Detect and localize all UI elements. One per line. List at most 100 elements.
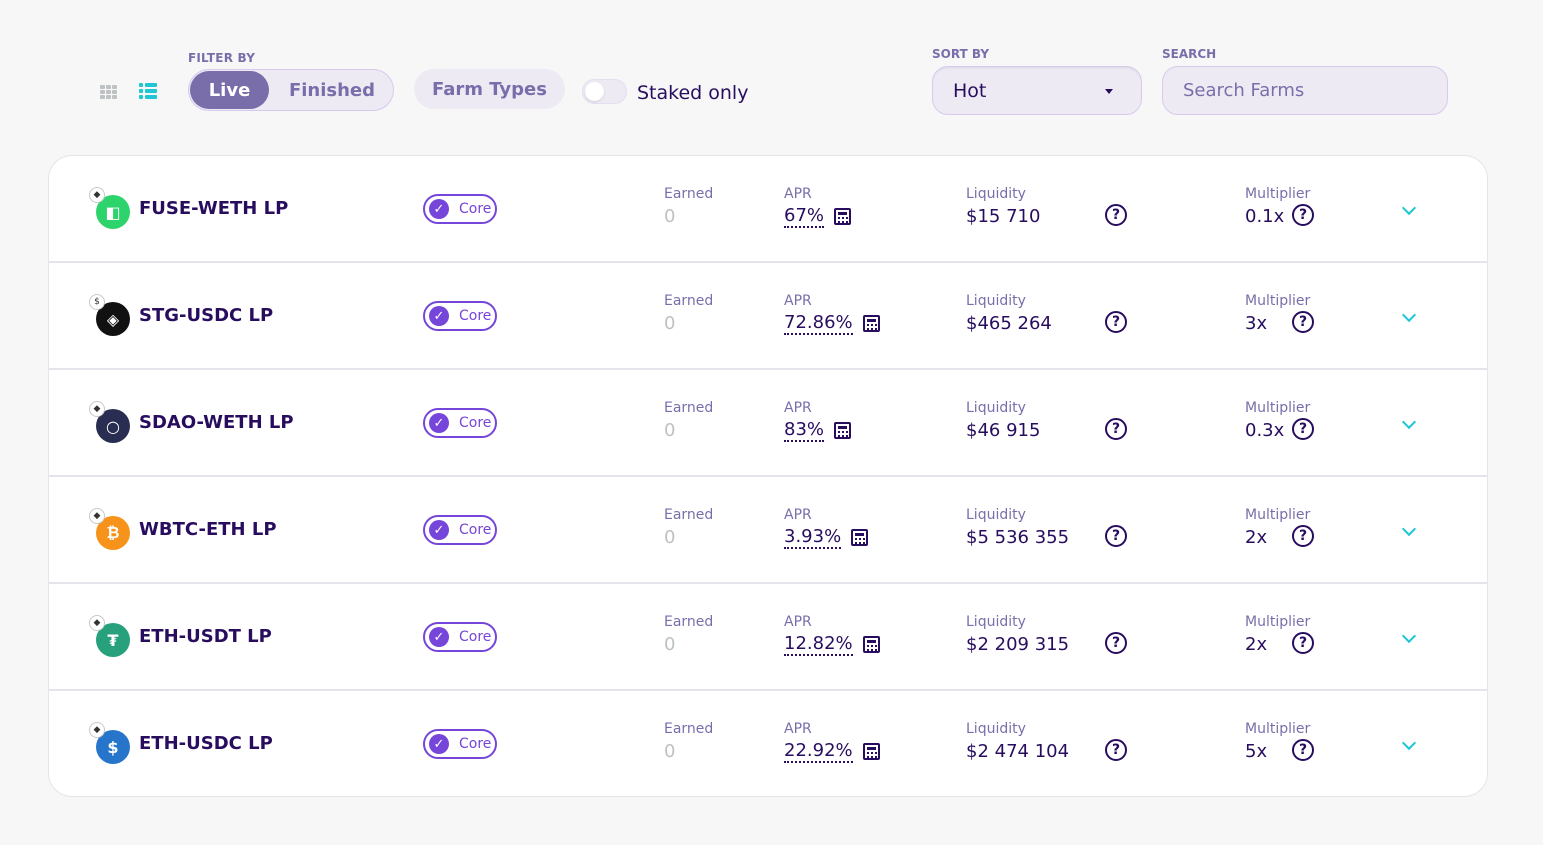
- liquidity-help-icon[interactable]: ?: [1105, 204, 1127, 226]
- liquidity-label: Liquidity: [966, 614, 1026, 630]
- liquidity-help-icon[interactable]: ?: [1105, 311, 1127, 333]
- liquidity-help-icon[interactable]: ?: [1105, 525, 1127, 547]
- liquidity-value: $2 209 315: [966, 634, 1070, 655]
- multiplier-value: 0.3x: [1245, 420, 1285, 441]
- liquidity-label: Liquidity: [966, 721, 1026, 737]
- multiplier-label: Multiplier: [1245, 186, 1311, 202]
- multiplier-help-icon[interactable]: ?: [1292, 418, 1314, 440]
- farm-types-button[interactable]: Farm Types: [414, 69, 565, 109]
- chevron-down-icon[interactable]: [1401, 200, 1417, 216]
- multiplier-value: 5x: [1245, 741, 1268, 762]
- liquidity-label: Liquidity: [966, 507, 1026, 523]
- multiplier-help-icon[interactable]: ?: [1292, 204, 1314, 226]
- apr-label: APR: [784, 293, 812, 309]
- multiplier-value: 0.1x: [1245, 206, 1285, 227]
- search-label: SEARCH: [1162, 47, 1217, 61]
- multiplier-value: 3x: [1245, 313, 1268, 334]
- apr-value[interactable]: 22.92%: [784, 740, 853, 763]
- chevron-down-icon[interactable]: [1401, 628, 1417, 644]
- live-tab[interactable]: Live: [190, 71, 269, 109]
- farm-row[interactable]: ₿ ◆ WBTC-ETH LP ✓ Core Earned 0 APR 3.93…: [49, 477, 1487, 584]
- multiplier-help-icon[interactable]: ?: [1292, 311, 1314, 333]
- calculator-icon[interactable]: [851, 529, 868, 546]
- earned-value: 0: [664, 420, 676, 441]
- apr-value[interactable]: 83%: [784, 419, 825, 442]
- liquidity-value: $5 536 355: [966, 527, 1070, 548]
- chevron-down-icon[interactable]: [1401, 414, 1417, 430]
- switch-knob: [585, 82, 604, 101]
- liquidity-label: Liquidity: [966, 400, 1026, 416]
- earned-label: Earned: [664, 721, 714, 737]
- eth-mini-icon: ◆: [89, 401, 105, 417]
- calculator-icon[interactable]: [863, 636, 880, 653]
- caret-down-icon: [1105, 89, 1113, 94]
- multiplier-help-icon[interactable]: ?: [1292, 525, 1314, 547]
- earned-value: 0: [664, 527, 676, 548]
- liquidity-value: $46 915: [966, 420, 1041, 441]
- liquidity-help-icon[interactable]: ?: [1105, 418, 1127, 440]
- eth-mini-icon: ◆: [89, 187, 105, 203]
- liquidity-help-icon[interactable]: ?: [1105, 739, 1127, 761]
- earned-label: Earned: [664, 507, 714, 523]
- calculator-icon[interactable]: [863, 315, 880, 332]
- search-input[interactable]: [1162, 66, 1448, 115]
- eth-mini-icon: ◆: [89, 615, 105, 631]
- farm-row[interactable]: ◈ $ STG-USDC LP ✓ Core Earned 0 APR 72.8…: [49, 263, 1487, 370]
- pair-name: WBTC-ETH LP: [139, 519, 277, 540]
- list-view-icon[interactable]: [139, 83, 157, 99]
- token-pair-icon: ₮ ◆: [89, 615, 131, 657]
- apr-value[interactable]: 67%: [784, 205, 825, 228]
- verified-check-icon: ✓: [429, 413, 449, 433]
- calculator-icon[interactable]: [834, 422, 851, 439]
- liquidity-value: $2 474 104: [966, 741, 1070, 762]
- usdc-token-icon: $: [96, 730, 130, 764]
- core-tag-label: Core: [459, 415, 492, 431]
- sort-select[interactable]: Hot: [932, 66, 1142, 115]
- core-tag: ✓ Core: [423, 194, 497, 224]
- earned-value: 0: [664, 741, 676, 762]
- verified-check-icon: ✓: [429, 520, 449, 540]
- apr-label: APR: [784, 721, 812, 737]
- chevron-down-icon[interactable]: [1401, 307, 1417, 323]
- apr-value[interactable]: 72.86%: [784, 312, 853, 335]
- core-tag-label: Core: [459, 522, 492, 538]
- grid-view-icon[interactable]: [100, 85, 118, 99]
- farm-row[interactable]: ◧ ◆ FUSE-WETH LP ✓ Core Earned 0 APR 67%…: [49, 156, 1487, 263]
- staked-only-switch[interactable]: [582, 79, 627, 104]
- usdc-mini-icon: $: [89, 294, 105, 310]
- core-tag: ✓ Core: [423, 515, 497, 545]
- farm-row[interactable]: $ ◆ ETH-USDC LP ✓ Core Earned 0 APR 22.9…: [49, 691, 1487, 796]
- live-finished-toggle: Live Finished: [188, 69, 394, 111]
- apr-label: APR: [784, 614, 812, 630]
- farm-row[interactable]: ○ ◆ SDAO-WETH LP ✓ Core Earned 0 APR 83%…: [49, 370, 1487, 477]
- liquidity-value: $465 264: [966, 313, 1052, 334]
- finished-tab[interactable]: Finished: [288, 79, 376, 101]
- multiplier-label: Multiplier: [1245, 614, 1311, 630]
- token-pair-icon: ₿ ◆: [89, 508, 131, 550]
- earned-value: 0: [664, 206, 676, 227]
- earned-value: 0: [664, 313, 676, 334]
- wbtc-token-icon: ₿: [96, 516, 130, 550]
- apr-label: APR: [784, 507, 812, 523]
- farm-row[interactable]: ₮ ◆ ETH-USDT LP ✓ Core Earned 0 APR 12.8…: [49, 584, 1487, 691]
- apr-label: APR: [784, 186, 812, 202]
- liquidity-value: $15 710: [966, 206, 1041, 227]
- calculator-icon[interactable]: [834, 208, 851, 225]
- chevron-down-icon[interactable]: [1401, 521, 1417, 537]
- apr-value[interactable]: 12.82%: [784, 633, 853, 656]
- multiplier-value: 2x: [1245, 634, 1268, 655]
- earned-label: Earned: [664, 614, 714, 630]
- multiplier-help-icon[interactable]: ?: [1292, 739, 1314, 761]
- core-tag: ✓ Core: [423, 622, 497, 652]
- filter-by-label: FILTER BY: [188, 51, 256, 65]
- core-tag-label: Core: [459, 201, 492, 217]
- multiplier-help-icon[interactable]: ?: [1292, 632, 1314, 654]
- apr-value[interactable]: 3.93%: [784, 526, 842, 549]
- chevron-down-icon[interactable]: [1401, 735, 1417, 751]
- verified-check-icon: ✓: [429, 734, 449, 754]
- pair-name: SDAO-WETH LP: [139, 412, 294, 433]
- core-tag: ✓ Core: [423, 408, 497, 438]
- liquidity-help-icon[interactable]: ?: [1105, 632, 1127, 654]
- eth-mini-icon: ◆: [89, 722, 105, 738]
- calculator-icon[interactable]: [863, 743, 880, 760]
